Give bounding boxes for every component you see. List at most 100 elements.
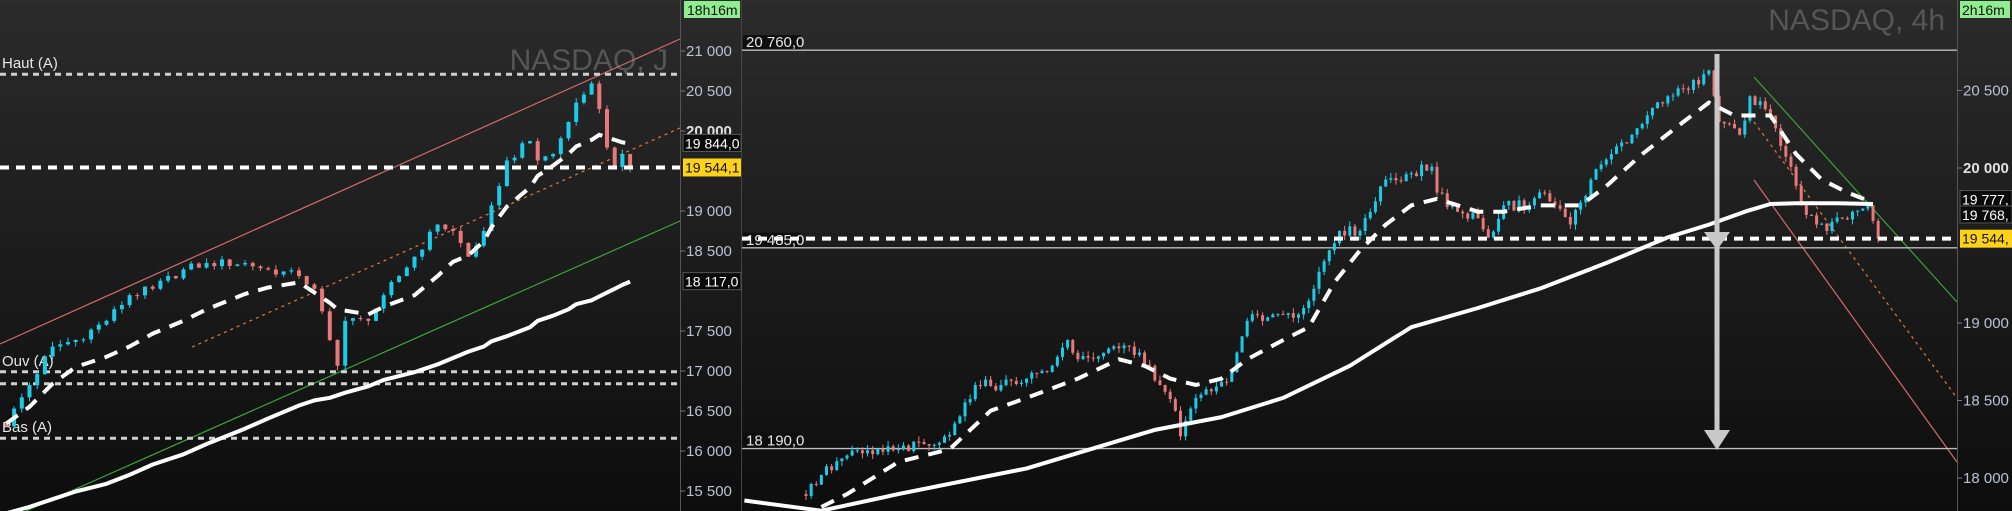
candle: [845, 454, 849, 461]
candle: [1640, 122, 1644, 130]
candle: [1748, 95, 1752, 124]
y-tick-label: 16 000: [686, 443, 732, 460]
candle: [1532, 196, 1536, 209]
candle: [1384, 175, 1388, 188]
level-label-bg: [743, 35, 801, 50]
candle: [1599, 160, 1603, 172]
candle: [1584, 194, 1588, 208]
candle: [830, 464, 834, 474]
candle: [1322, 258, 1326, 276]
candle: [1461, 209, 1465, 219]
candle: [1086, 351, 1090, 363]
candle: [1840, 217, 1844, 220]
candle: [1019, 379, 1023, 387]
moving-average-short[interactable]: [5, 132, 631, 426]
trendline-down-mid[interactable]: [1753, 121, 1958, 399]
candle: [1707, 69, 1711, 77]
trendline-mid[interactable]: [191, 127, 681, 348]
candle: [1686, 85, 1690, 95]
y-tick-label: 17 500: [686, 323, 732, 340]
candle: [281, 271, 286, 277]
price-tag-text: 18 117,0: [685, 274, 739, 290]
candle: [1302, 304, 1306, 320]
trendline-down-lower[interactable]: [1753, 179, 1958, 463]
candle: [1830, 218, 1834, 234]
h4-chart-title: NASDAQ, 4h: [1768, 4, 1945, 37]
candle: [1358, 228, 1362, 240]
candle: [1266, 316, 1270, 322]
h4-timer-text: 2h16m: [1962, 2, 2005, 18]
candle: [855, 447, 859, 454]
candle: [891, 444, 895, 452]
moving-average-long[interactable]: [744, 201, 1874, 511]
candle: [1753, 95, 1757, 106]
candle: [420, 249, 425, 261]
candle: [1568, 212, 1572, 229]
candle: [871, 446, 875, 460]
candle: [81, 337, 86, 343]
candle: [1481, 214, 1485, 232]
candle: [1466, 211, 1470, 222]
candle: [1630, 133, 1634, 145]
candle: [73, 339, 78, 347]
candle: [1691, 79, 1695, 94]
candle: [1204, 386, 1208, 396]
candle: [389, 280, 394, 299]
candle: [1779, 124, 1783, 151]
candle: [1558, 200, 1562, 212]
candle: [304, 275, 309, 286]
trendline-upper[interactable]: [0, 38, 681, 345]
candle: [566, 121, 571, 141]
candle: [1615, 143, 1619, 155]
candle: [953, 420, 957, 436]
candle: [1794, 164, 1798, 190]
daily-timer-text: 18h16m: [687, 2, 738, 18]
candle: [1148, 359, 1152, 367]
price-tag-text: 19 768,: [1962, 207, 2009, 223]
candle: [1389, 173, 1393, 183]
candle: [35, 371, 40, 390]
candle: [881, 444, 885, 456]
candle: [1574, 208, 1577, 230]
candle: [397, 275, 402, 283]
candle: [543, 155, 548, 162]
moving-average-long[interactable]: [6, 279, 631, 511]
candle: [412, 256, 417, 271]
candle: [1173, 396, 1177, 412]
candle: [994, 382, 998, 392]
last-price-tag: [683, 158, 741, 177]
candle: [605, 105, 609, 151]
candle: [1184, 416, 1188, 441]
candle: [1538, 189, 1542, 199]
candle: [96, 321, 101, 334]
candle: [1409, 171, 1413, 179]
y-tick-label: 18 500: [1963, 393, 2009, 410]
h4-plot[interactable]: 20 500 20 000 19 000 18 500 18 000 20 760,0 19…: [742, 34, 2012, 511]
candle: [112, 306, 117, 324]
candle: [551, 152, 556, 159]
candle: [866, 445, 870, 457]
candle: [1025, 378, 1029, 387]
candle: [1512, 200, 1516, 212]
candle: [1738, 127, 1742, 136]
candle: [1102, 352, 1106, 360]
candle: [1071, 339, 1075, 355]
candle: [150, 284, 155, 291]
candle: [320, 285, 325, 315]
candle: [620, 149, 625, 172]
candle: [1214, 381, 1218, 395]
candle: [1271, 312, 1275, 318]
candle: [1317, 266, 1321, 294]
candle: [1055, 355, 1059, 368]
candle: [497, 183, 502, 210]
candle: [973, 381, 977, 402]
daily-timer-tag: 18h16m: [684, 1, 740, 18]
trendline-lower[interactable]: [25, 220, 681, 511]
trendline-down-upper[interactable]: [1753, 76, 1958, 303]
candle: [968, 394, 972, 406]
candle: [1702, 69, 1706, 86]
candle: [1327, 249, 1331, 266]
candle: [917, 436, 921, 448]
